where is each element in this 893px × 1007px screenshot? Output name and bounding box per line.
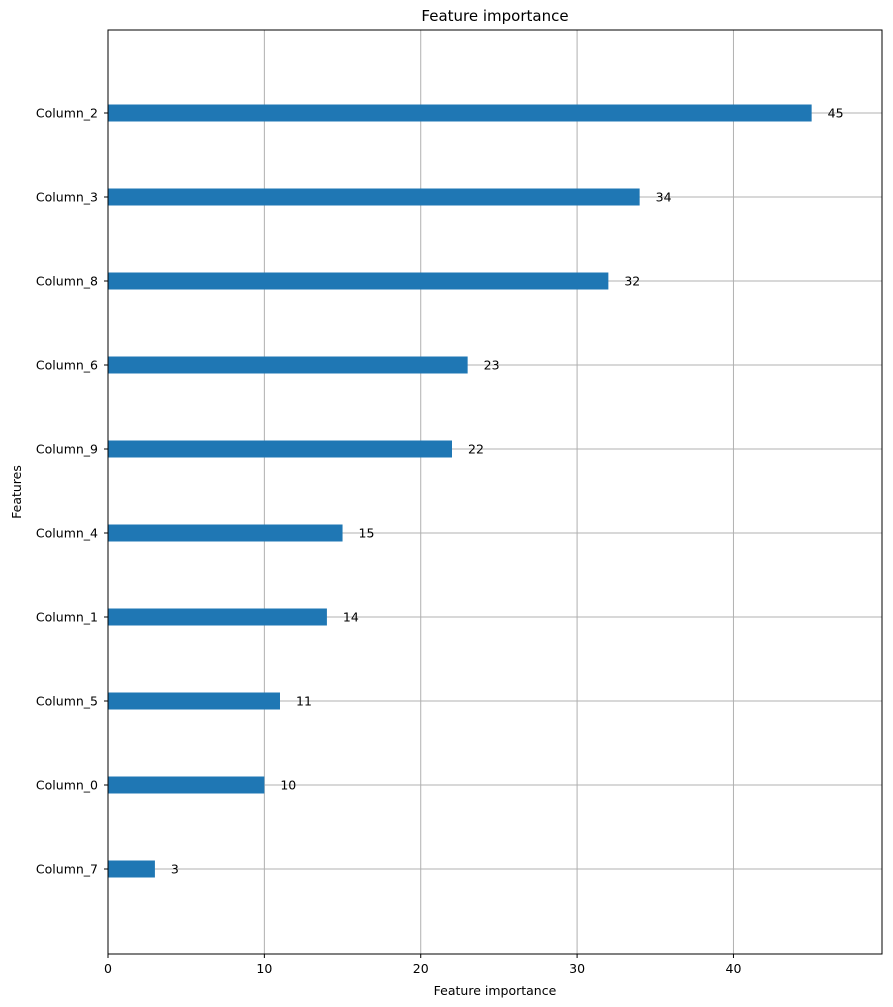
bar-value-label: 3 — [171, 862, 179, 877]
chart-title: Feature importance — [421, 7, 568, 25]
x-tick-label: 0 — [104, 961, 112, 976]
y-tick-label: Column_9 — [36, 442, 98, 457]
bar-value-label: 10 — [280, 778, 296, 793]
bar-value-label: 34 — [656, 190, 672, 205]
bar — [108, 440, 452, 458]
y-tick-label: Column_5 — [36, 694, 98, 709]
y-axis-ticks: Column_2 Column_3 Column_8 Column_6 Column_9… — [36, 106, 108, 877]
y-tick-label: Column_6 — [36, 358, 98, 373]
data-labels: 45 34 32 23 22 15 14 11 10 3 — [171, 106, 844, 877]
bar-value-label: 23 — [484, 358, 500, 373]
bar — [108, 272, 609, 290]
bar-value-label: 15 — [359, 526, 375, 541]
bars — [108, 104, 812, 878]
bar — [108, 188, 640, 206]
x-tick-label: 10 — [256, 961, 272, 976]
y-axis-label: Features — [9, 465, 24, 519]
y-tick-label: Column_8 — [36, 274, 98, 289]
grid-lines — [107, 30, 882, 954]
bar-value-label: 45 — [828, 106, 844, 121]
bar — [108, 524, 343, 542]
y-tick-label: Column_3 — [36, 190, 98, 205]
x-tick-label: 40 — [726, 961, 742, 976]
bar-value-label: 14 — [343, 610, 359, 625]
y-tick-label: Column_0 — [36, 778, 98, 793]
y-tick-label: Column_2 — [36, 106, 98, 121]
plot-frame — [107, 29, 883, 955]
bar-value-label: 11 — [296, 694, 312, 709]
y-tick-label: Column_7 — [36, 862, 98, 877]
x-axis-ticks: 0 10 20 30 40 — [104, 954, 741, 976]
bar — [108, 104, 812, 122]
x-tick-label: 30 — [569, 961, 585, 976]
bar — [108, 776, 265, 794]
bar — [108, 608, 327, 626]
bar — [108, 356, 468, 374]
x-tick-label: 20 — [413, 961, 429, 976]
bar — [108, 860, 155, 878]
y-tick-label: Column_4 — [36, 526, 98, 541]
bar-value-label: 22 — [468, 442, 484, 457]
bar-value-label: 32 — [624, 274, 640, 289]
x-axis-label: Feature importance — [434, 983, 557, 998]
bar — [108, 692, 280, 710]
y-tick-label: Column_1 — [36, 610, 98, 625]
